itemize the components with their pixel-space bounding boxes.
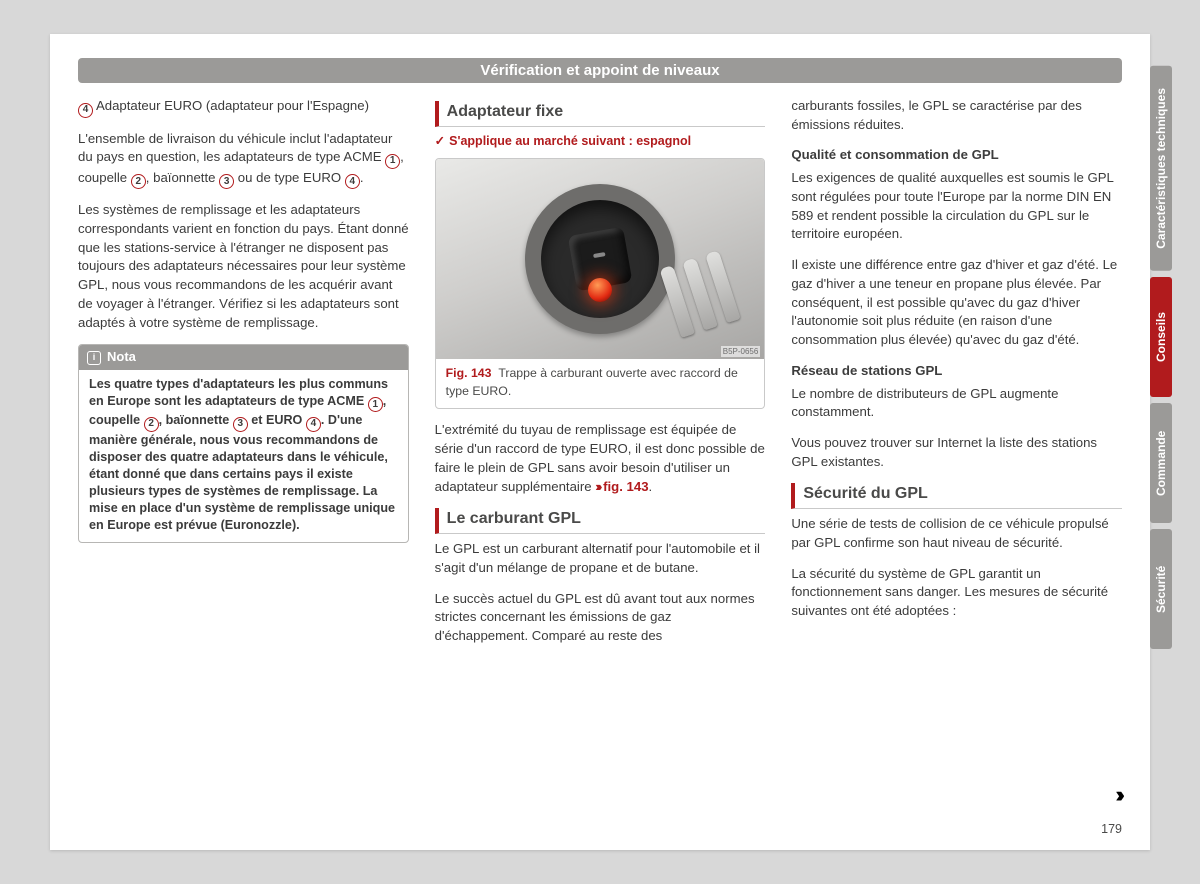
image-code: B5P-0656 [721, 346, 761, 357]
figure-image: B5P-0656 [436, 159, 765, 359]
tab-commande[interactable]: Commande [1150, 403, 1172, 523]
column-2: Adaptateur fixe ✓S'applique au marché su… [435, 97, 766, 658]
col2-para-gpl-success: Le succès actuel du GPL est dû avant tou… [435, 590, 766, 646]
col3-para-crash: Une série de tests de collision de ce vé… [791, 515, 1122, 552]
section-carburant-gpl: Le carburant GPL [435, 508, 766, 534]
fuel-cap-illustration [525, 184, 675, 334]
circled-4-icon: 4 [306, 417, 321, 432]
circled-1-icon: 1 [368, 397, 383, 412]
circled-4-icon: 4 [345, 174, 360, 189]
circled-2-icon: 2 [131, 174, 146, 189]
col3-para-winter: Il existe une différence entre gaz d'hiv… [791, 256, 1122, 350]
subheading-qualite: Qualité et consommation de GPL [791, 146, 1122, 165]
circled-3-icon: 3 [233, 417, 248, 432]
info-icon: i [87, 351, 101, 365]
col3-para-fossil: carburants fossiles, le GPL se caractéri… [791, 97, 1122, 134]
page-header: Vérification et appoint de niveaux [78, 58, 1122, 83]
note-title: Nota [107, 348, 136, 366]
note-header: i Nota [79, 345, 408, 369]
tab-securite[interactable]: Sécurité [1150, 529, 1172, 649]
indicator-light-icon [588, 278, 612, 302]
circled-4-icon: 4 [78, 103, 93, 118]
column-1: 4 Adaptateur EURO (adaptateur pour l'Esp… [78, 97, 409, 658]
col3-para-internet: Vous pouvez trouver sur Internet la list… [791, 434, 1122, 471]
tab-caracteristiques[interactable]: Caractéristiques techniques [1150, 66, 1172, 271]
col3-para-safety: La sécurité du système de GPL garantit u… [791, 565, 1122, 621]
market-subtitle: ✓S'applique au marché suivant : espagnol [435, 133, 766, 151]
col3-para-quality: Les exigences de qualité auxquelles est … [791, 169, 1122, 244]
continuation-icon: ›› [1115, 782, 1120, 808]
side-tabs: Caractéristiques techniques Conseils Com… [1150, 66, 1172, 649]
tab-conseils[interactable]: Conseils [1150, 277, 1172, 397]
circled-2-icon: 2 [144, 417, 159, 432]
col1-para-systems: Les systèmes de remplissage et les adapt… [78, 201, 409, 332]
subheading-reseau: Réseau de stations GPL [791, 362, 1122, 381]
figure-caption: Fig. 143 Trappe à carburant ouverte avec… [436, 359, 765, 408]
list-item-4: 4 Adaptateur EURO (adaptateur pour l'Esp… [78, 97, 409, 118]
section-securite-gpl: Sécurité du GPL [791, 483, 1122, 509]
check-icon: ✓ [435, 134, 445, 148]
col3-para-network: Le nombre de distributeurs de GPL augmen… [791, 385, 1122, 422]
page-number: 179 [1101, 822, 1122, 836]
fig-ref: fig. 143 [603, 479, 648, 494]
item4-text: Adaptateur EURO (adaptateur pour l'Espag… [96, 98, 369, 113]
content-columns: 4 Adaptateur EURO (adaptateur pour l'Esp… [78, 97, 1122, 658]
column-3: carburants fossiles, le GPL se caractéri… [791, 97, 1122, 658]
adapter-prongs-icon [659, 251, 740, 339]
note-box: i Nota Les quatre types d'adaptateurs le… [78, 344, 409, 542]
circled-1-icon: 1 [385, 154, 400, 169]
manual-page: Vérification et appoint de niveaux 4 Ada… [50, 34, 1150, 850]
section-adaptateur-fixe: Adaptateur fixe [435, 101, 766, 127]
figure-label: Fig. 143 [446, 366, 492, 380]
figure-143: B5P-0656 Fig. 143 Trappe à carburant ouv… [435, 158, 766, 409]
reference-arrow-icon: ››› [595, 479, 599, 494]
col1-para-delivery: L'ensemble de livraison du véhicule incl… [78, 130, 409, 190]
circled-3-icon: 3 [219, 174, 234, 189]
col2-para-euro: L'extrémité du tuyau de remplissage est … [435, 421, 766, 496]
note-body: Les quatre types d'adaptateurs les plus … [79, 370, 408, 542]
col2-para-gpl-def: Le GPL est un carburant alternatif pour … [435, 540, 766, 577]
